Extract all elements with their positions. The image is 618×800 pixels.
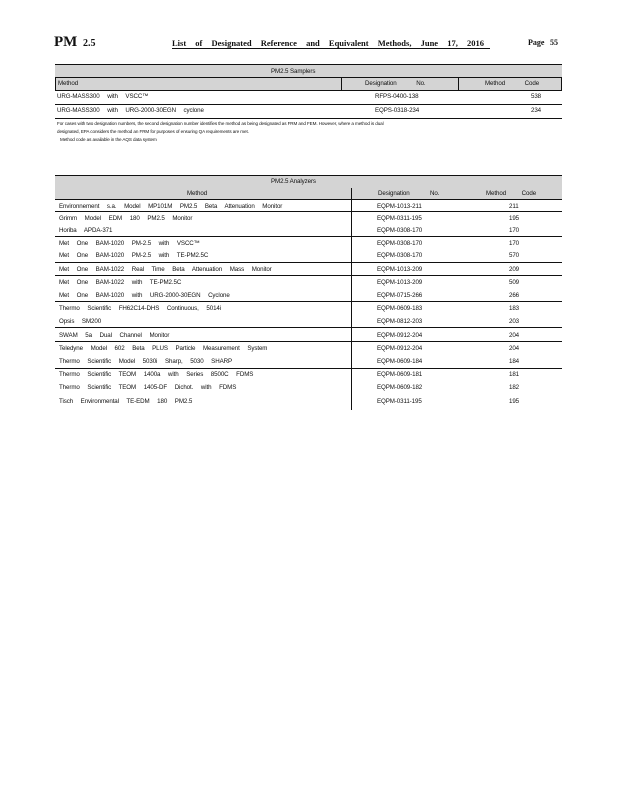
method-code-cell: 209 [509,266,520,273]
samplers-note-3: Method code as available in the AQS data… [60,137,157,142]
method-cell: Tisch Environmental TE-EDM 180 PM2.5 [59,398,193,405]
method-code-cell: 182 [509,384,520,391]
designation-cell: EQPM-0715-266 [377,292,423,299]
method-code-cell: 170 [509,227,520,234]
row-divider [55,341,562,342]
method-cell: Thermo Scientific Model 5030i Sharp, 503… [59,358,232,365]
method-code-cell: 538 [531,93,542,100]
method-code-cell: 195 [509,398,520,405]
method-code-cell: 570 [509,252,520,259]
method-code-cell: 195 [509,215,520,222]
method-cell: Environnement s.a. Model MP101M PM2.5 Be… [59,203,283,210]
designation-cell: EQPM-0609-184 [377,358,423,365]
method-code-cell: 211 [509,203,519,210]
method-code-cell: 509 [509,279,520,286]
method-code-cell: 203 [509,318,520,325]
row-divider [55,327,562,328]
method-cell: URG-MASS300 with VSCC™ [57,93,149,100]
designation-cell: EQPM-0311-195 [377,215,422,222]
method-cell: Met One BAM-1020 with URG-2000-30EGN Cyc… [59,292,230,299]
row-divider [55,199,562,200]
designation-cell: RFPS-0400-138 [375,93,419,100]
designation-cell: EQPM-0311-195 [377,398,422,405]
samplers-col-designation: Designation No. [365,80,426,87]
designation-cell: EQPM-0308-170 [377,240,423,247]
designation-cell: EQPM-0812-203 [377,318,423,325]
method-cell: Thermo Scientific FH62C14-DHS Continuous… [59,305,222,312]
row-divider [55,275,562,276]
pm-size: 2.5 [83,38,96,49]
samplers-title: PM2.5 Samplers [271,68,316,75]
designation-cell: EQPS-0318-234 [375,107,420,114]
page-number: 55 [550,38,558,47]
method-code-cell: 183 [509,305,520,312]
page-label: Page [528,38,545,47]
method-cell: Met One BAM-1020 PM-2.5 with VSCC™ [59,240,200,247]
method-cell: Opsis SM200 [59,318,102,325]
method-cell: SWAM 5a Dual Channel Monitor [59,332,170,339]
method-cell: Met One BAM-1020 PM-2.5 with TE-PM2.5C [59,252,209,259]
samplers-note-1: For cases with two designation numbers, … [57,121,384,126]
row-divider [55,262,562,263]
method-code-cell: 170 [509,240,520,247]
designation-cell: EQPM-1013-209 [377,279,423,286]
designation-cell: EQPM-0912-204 [377,332,423,339]
designation-cell: EQPM-0308-170 [377,227,423,234]
row-divider [55,211,562,212]
row-divider [55,301,562,302]
analyzers-col-no: No. [430,190,440,197]
method-code-cell: 184 [509,358,520,365]
designation-cell: EQPM-1013-209 [377,266,423,273]
analyzers-col-method: Method [187,190,208,197]
method-code-cell: 204 [509,345,520,352]
method-cell: Met One BAM-1022 Real Time Beta Attenuat… [59,266,272,273]
designation-cell: EQPM-0609-182 [377,384,423,391]
samplers-col-code: Method Code [485,80,540,87]
samplers-note-2: designated, EPA considers the method an … [57,129,249,134]
method-cell: Thermo Scientific TEOM 1400a with Series… [59,371,254,378]
method-code-cell: 204 [509,332,520,339]
designation-cell: EQPM-0308-170 [377,252,423,259]
method-cell: Grimm Model EDM 180 PM2.5 Monitor [59,215,193,222]
method-cell: URG-MASS300 with URG-2000-30EGN cyclone [57,107,204,114]
method-code-cell: 234 [531,107,542,114]
page-title: List of Designated Reference and Equival… [172,38,490,49]
method-code-cell: 181 [509,371,520,378]
analyzers-title: PM2.5 Analyzers [271,178,316,185]
designation-cell: EQPM-0912-204 [377,345,423,352]
method-cell: Horiba APDA-371 [59,227,113,234]
method-cell: Thermo Scientific TEOM 1405-DF Dichot. w… [59,384,237,391]
designation-cell: EQPM-0609-183 [377,305,423,312]
analyzers-col-designation: Designation [378,190,410,197]
pm-label: PM [54,34,78,50]
row-divider [55,368,562,369]
designation-cell: EQPM-1013-211 [377,203,422,210]
designation-cell: EQPM-0609-181 [377,371,423,378]
row-divider [55,236,562,237]
samplers-col-method: Method [58,80,79,87]
method-code-cell: 266 [509,292,520,299]
method-cell: Teledyne Model 602 Beta PLUS Particle Me… [59,345,268,352]
analyzers-col-code: Method Code [486,190,537,197]
method-cell: Met One BAM-1022 with TE-PM2.5C [59,279,182,286]
